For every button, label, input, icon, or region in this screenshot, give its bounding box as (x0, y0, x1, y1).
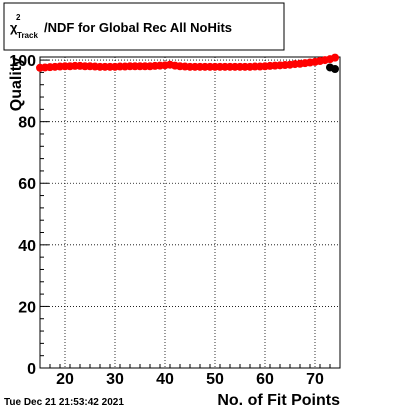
grid (40, 57, 340, 368)
y-axis-title: Quality (8, 57, 25, 111)
x-tick-label: 40 (156, 371, 174, 388)
x-axis-title: No. of Fit Points (217, 392, 340, 409)
y-tick-label: 80 (18, 115, 36, 132)
title-chi-symbol: χ (10, 20, 18, 35)
y-tick-label: 0 (27, 361, 36, 378)
title-box (3, 2, 285, 51)
x-tick-label: 30 (106, 371, 124, 388)
data-points (36, 53, 339, 74)
x-tick-label: 70 (306, 371, 324, 388)
data-point (331, 65, 339, 74)
chart-title: χ 2 Track /NDF for Global Rec All NoHits (10, 13, 232, 40)
plot-frame (39, 56, 341, 369)
y-tick-label: 40 (18, 238, 36, 255)
y-tick-label: 20 (18, 299, 36, 316)
x-tick-label: 60 (256, 371, 274, 388)
series-1 (326, 63, 339, 74)
x-tick-label: 50 (206, 371, 224, 388)
title-rest: /NDF for Global Rec All NoHits (44, 20, 232, 35)
x-tick-label: 20 (56, 371, 74, 388)
axis-ticks (39, 59, 341, 369)
series-0 (36, 53, 339, 72)
title-subscript: Track (17, 31, 38, 40)
y-tick-label: 60 (18, 176, 36, 193)
y-tick-label: 100 (9, 53, 36, 70)
title-superscript: 2 (16, 13, 21, 22)
tick-labels: 20 30 40 50 60 70 0 20 40 60 80 100 (9, 53, 324, 388)
timestamp: Tue Dec 21 21:53:42 2021 (4, 397, 124, 408)
data-point (331, 53, 339, 62)
